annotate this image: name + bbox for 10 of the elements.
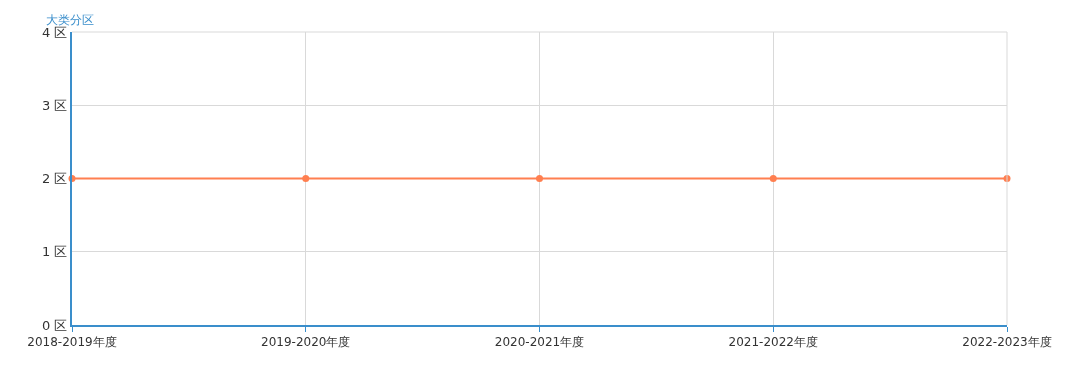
x-tick-label: 2021-2022年度 (728, 335, 818, 350)
x-tick-label: 2020-2021年度 (494, 335, 585, 350)
x-tick-label: 2018-2019年度 (27, 335, 117, 350)
x-tick-label: 2022-2023年度 (962, 335, 1052, 350)
y-tick-label: 1 区 (41, 244, 68, 260)
x-tick-label: 2019-2020年度 (261, 335, 351, 350)
y-tick-label: 0 区 (41, 317, 68, 333)
y-axis-title: 大类分区 (46, 13, 94, 27)
y-tick-label: 3 区 (41, 97, 68, 113)
y-tick-label: 2 区 (41, 171, 68, 187)
